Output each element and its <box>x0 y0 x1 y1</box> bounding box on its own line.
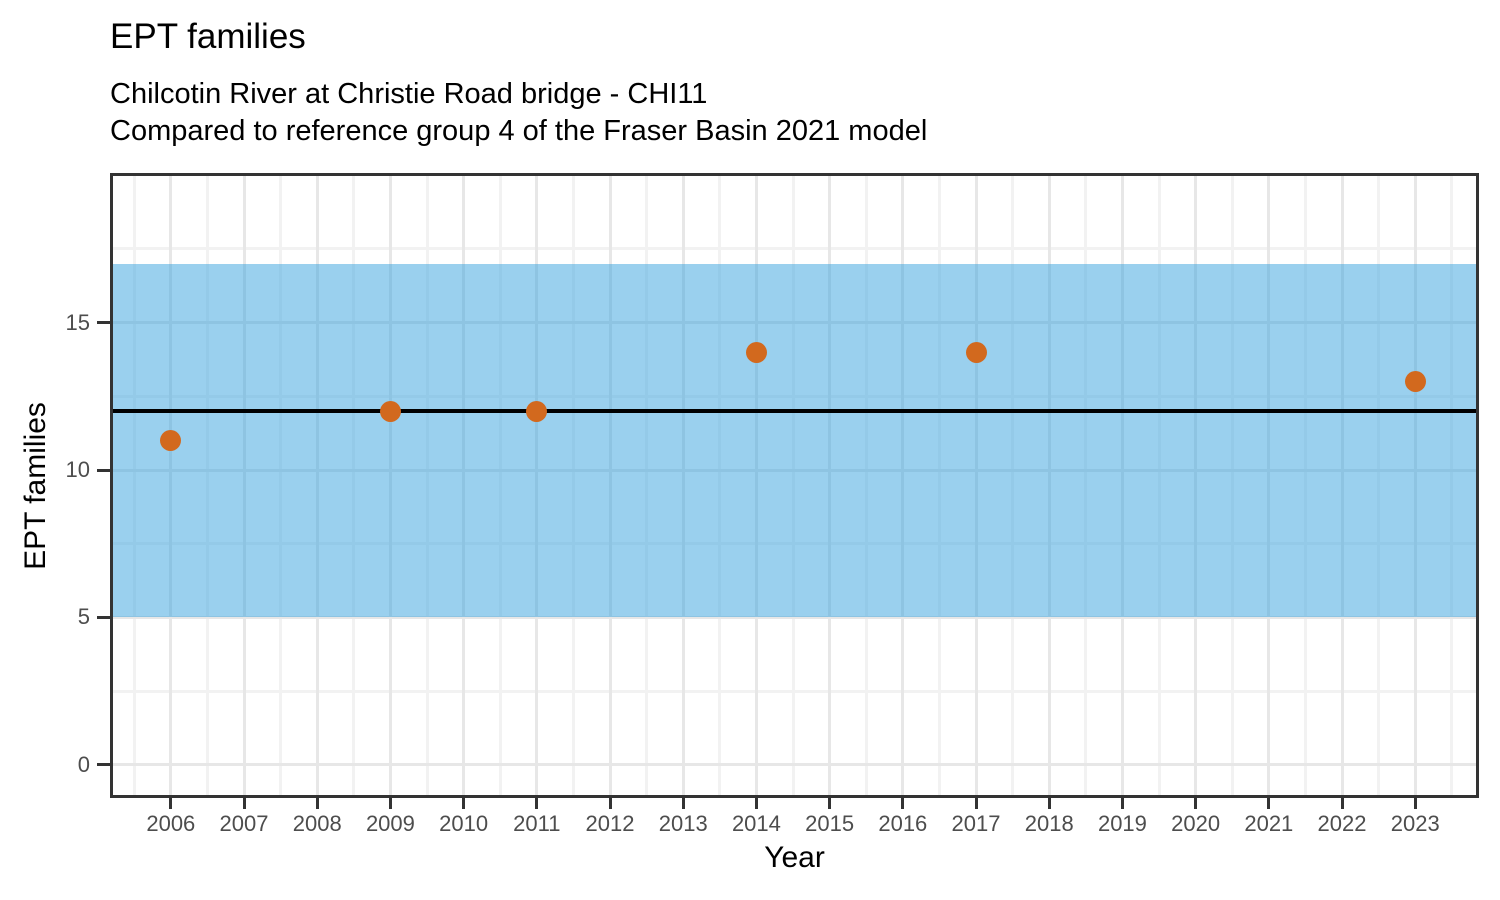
plot-panel <box>110 173 1479 798</box>
x-tick-label: 2007 <box>219 811 269 836</box>
x-axis-tick <box>1413 798 1417 809</box>
chart-subtitle: Chilcotin River at Christie Road bridge … <box>110 76 927 150</box>
x-axis-tick <box>608 798 612 809</box>
reference-band <box>113 263 1476 618</box>
y-axis-tick <box>97 615 110 619</box>
x-axis-tick <box>315 798 319 809</box>
x-tick-label: 2006 <box>146 811 196 836</box>
gridline-y-minor <box>113 247 1476 251</box>
y-tick-label: 15 <box>65 309 90 335</box>
x-tick-label: 2022 <box>1317 811 1367 836</box>
chart-subtitle-line1: Chilcotin River at Christie Road bridge … <box>110 78 708 110</box>
gridline-y-minor <box>113 689 1476 693</box>
x-tick-label: 2023 <box>1390 811 1440 836</box>
x-tick-label: 2014 <box>731 811 781 836</box>
data-point <box>1404 371 1426 393</box>
y-tick-label: 10 <box>65 457 90 483</box>
y-axis-tick <box>97 468 110 472</box>
x-tick-label: 2017 <box>951 811 1001 836</box>
x-axis-tick <box>828 798 832 809</box>
data-point <box>379 400 401 422</box>
x-axis-tick <box>1120 798 1124 809</box>
y-tick-label: 0 <box>77 751 90 777</box>
data-point <box>965 341 987 363</box>
x-tick-label: 2016 <box>878 811 928 836</box>
chart-title: EPT families <box>110 17 306 56</box>
x-axis-tick <box>1047 798 1051 809</box>
x-tick-label: 2019 <box>1097 811 1147 836</box>
x-axis-tick <box>974 798 978 809</box>
x-tick-label: 2013 <box>658 811 708 836</box>
x-axis-tick <box>1340 798 1344 809</box>
chart-subtitle-line2: Compared to reference group 4 of the Fra… <box>110 115 928 147</box>
x-tick-label: 2010 <box>439 811 489 836</box>
x-axis-tick <box>754 798 758 809</box>
x-tick-label: 2018 <box>1024 811 1074 836</box>
y-axis-title-text: EPT families <box>19 402 52 570</box>
x-axis-tick <box>388 798 392 809</box>
data-point <box>745 341 767 363</box>
y-tick-label: 5 <box>77 604 90 630</box>
gridline-y-major <box>113 763 1476 767</box>
x-axis-tick <box>1194 798 1198 809</box>
x-axis-tick <box>1267 798 1271 809</box>
x-tick-label: 2011 <box>513 811 561 836</box>
gridline-y-major <box>113 615 1476 619</box>
x-axis-tick <box>535 798 539 809</box>
x-axis-tick <box>169 798 173 809</box>
reference-line <box>113 409 1476 414</box>
data-point <box>160 430 182 452</box>
x-tick-label: 2021 <box>1244 811 1294 836</box>
y-axis-tick <box>97 321 110 325</box>
x-tick-label: 2015 <box>805 811 855 836</box>
x-axis-tick <box>681 798 685 809</box>
x-axis-tick <box>462 798 466 809</box>
y-axis-tick <box>97 763 110 767</box>
data-point <box>526 400 548 422</box>
x-axis-title: Year <box>764 841 825 874</box>
x-tick-label: 2012 <box>585 811 635 836</box>
x-tick-label: 2008 <box>292 811 342 836</box>
x-axis-tick <box>242 798 246 809</box>
x-axis-tick <box>901 798 905 809</box>
x-tick-label: 2020 <box>1171 811 1221 836</box>
x-tick-label: 2009 <box>365 811 415 836</box>
